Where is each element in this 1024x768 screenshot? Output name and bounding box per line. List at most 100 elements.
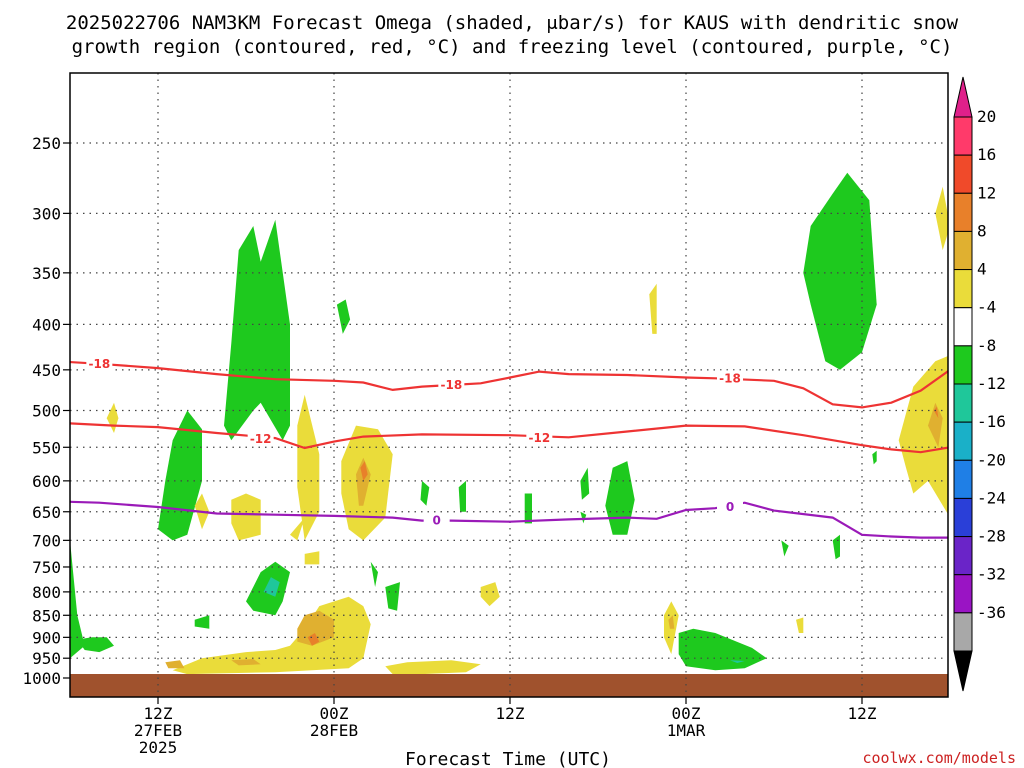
omega-region: [356, 457, 371, 506]
colorbar-swatch: [953, 536, 973, 576]
colorbar-swatch: [953, 459, 973, 499]
colorbar-swatch: [953, 154, 973, 194]
omega-region: [480, 582, 500, 607]
contour-label-bg: [86, 355, 113, 371]
omega-region: [70, 540, 85, 659]
contour-label: -18: [88, 357, 110, 371]
omega-region: [297, 394, 320, 541]
omega-region: [580, 467, 590, 500]
omega-region: [678, 628, 767, 671]
contour-label-bg: [247, 430, 274, 446]
colorbar-bottom-arrow: [953, 650, 973, 692]
omega-region: [77, 637, 114, 653]
colorbar-swatch: [953, 421, 973, 461]
y-tick-label: 850: [32, 606, 61, 625]
omega-region: [458, 480, 466, 512]
omega-region: [933, 406, 939, 419]
omega-region: [0, 637, 11, 658]
omega-region: [781, 540, 789, 557]
y-tick-label: 1000: [22, 669, 61, 688]
chart-title-line2: growth region (contoured, red, °C) and f…: [72, 36, 953, 58]
y-tick-label: 600: [32, 472, 61, 491]
contour-label: -18: [719, 371, 741, 385]
colorbar-swatch: [953, 497, 973, 538]
x-tick-label: 12Z: [848, 704, 877, 723]
omega-region: [420, 480, 430, 506]
omega-region: [385, 582, 400, 611]
grid-lines: [70, 73, 948, 697]
omega-region: [580, 511, 587, 524]
omega-region: [231, 493, 261, 541]
contour-line: [70, 500, 948, 539]
omega-region: [106, 402, 119, 433]
colorbar-swatch: [953, 383, 973, 423]
x-tick-label: 12Z: [496, 704, 525, 723]
contour-label-bg: [526, 430, 553, 446]
contour-line: [70, 422, 948, 454]
x-axis-label: Forecast Time (UTC): [405, 749, 611, 768]
colorbar-top-arrow: [953, 76, 973, 118]
source-credit: coolwx.com/models: [862, 749, 1016, 767]
colorbar-swatch: [953, 307, 973, 347]
omega-region: [336, 299, 351, 334]
omega-region: [668, 615, 675, 629]
y-tick-label: 650: [32, 503, 61, 522]
contour-labels: -18 -18 -18 -12 -12 0 0: [86, 355, 743, 528]
omega-region: [290, 517, 305, 541]
colorbar-swatch: [953, 192, 973, 232]
colorbar-label: 20: [977, 107, 996, 126]
y-tick-label: 250: [32, 134, 61, 153]
contour-label: -12: [250, 432, 272, 446]
plot-frame: [69, 72, 949, 698]
omega-region: [231, 659, 261, 666]
contour-label: -18: [440, 378, 462, 392]
omega-shading: [0, 172, 948, 675]
colorbar-swatch: [953, 345, 973, 385]
x-tick-label: 00Z: [320, 704, 349, 723]
y-tick-label: 350: [32, 264, 61, 283]
x-tick-label: 27FEB: [134, 721, 182, 740]
omega-region: [796, 617, 804, 633]
x-tick-label: 12Z: [144, 704, 173, 723]
omega-region: [605, 461, 635, 535]
omega-region: [194, 615, 210, 629]
colorbar-label: -16: [977, 412, 1006, 431]
colorbar-swatch: [953, 574, 973, 614]
y-tick-label: 900: [32, 628, 61, 647]
colorbar-swatch: [953, 230, 973, 271]
contour-label-bg: [423, 512, 450, 528]
y-tick-label: 800: [32, 583, 61, 602]
omega-region: [304, 551, 320, 565]
omega-region: [385, 660, 481, 675]
omega-region: [307, 633, 320, 646]
y-tick-label: 300: [32, 204, 61, 223]
x-tick-label: 1MAR: [667, 721, 706, 740]
colorbar-label: 16: [977, 145, 996, 164]
contour-label: -12: [528, 431, 550, 445]
colorbar: 20 16 12 8 4 -4 -8 -12 -16 -20 -24 -28 -32 -36: [953, 76, 1006, 692]
contour-label-bg: [717, 498, 743, 514]
contour-label: 0: [432, 514, 440, 528]
contour-line: [70, 360, 948, 409]
y-tick-label: 950: [32, 649, 61, 668]
colorbar-label: -24: [977, 488, 1006, 507]
omega-region: [165, 660, 185, 669]
omega-region: [649, 283, 657, 334]
colorbar-label: -32: [977, 565, 1006, 584]
contour-label-bg: [438, 376, 465, 392]
colorbar-swatch: [953, 612, 973, 652]
omega-region: [224, 219, 290, 441]
omega-region: [263, 577, 280, 597]
temperature-contours: [70, 360, 948, 539]
omega-region: [730, 660, 745, 663]
omega-region: [524, 493, 532, 524]
ground-surface: [70, 674, 948, 697]
x-tick-label: 28FEB: [310, 721, 358, 740]
colorbar-label: -36: [977, 603, 1006, 622]
colorbar-label: -12: [977, 374, 1006, 393]
x-tick-label: 00Z: [672, 704, 701, 723]
colorbar-swatch: [953, 269, 973, 309]
colorbar-label: -20: [977, 450, 1006, 469]
